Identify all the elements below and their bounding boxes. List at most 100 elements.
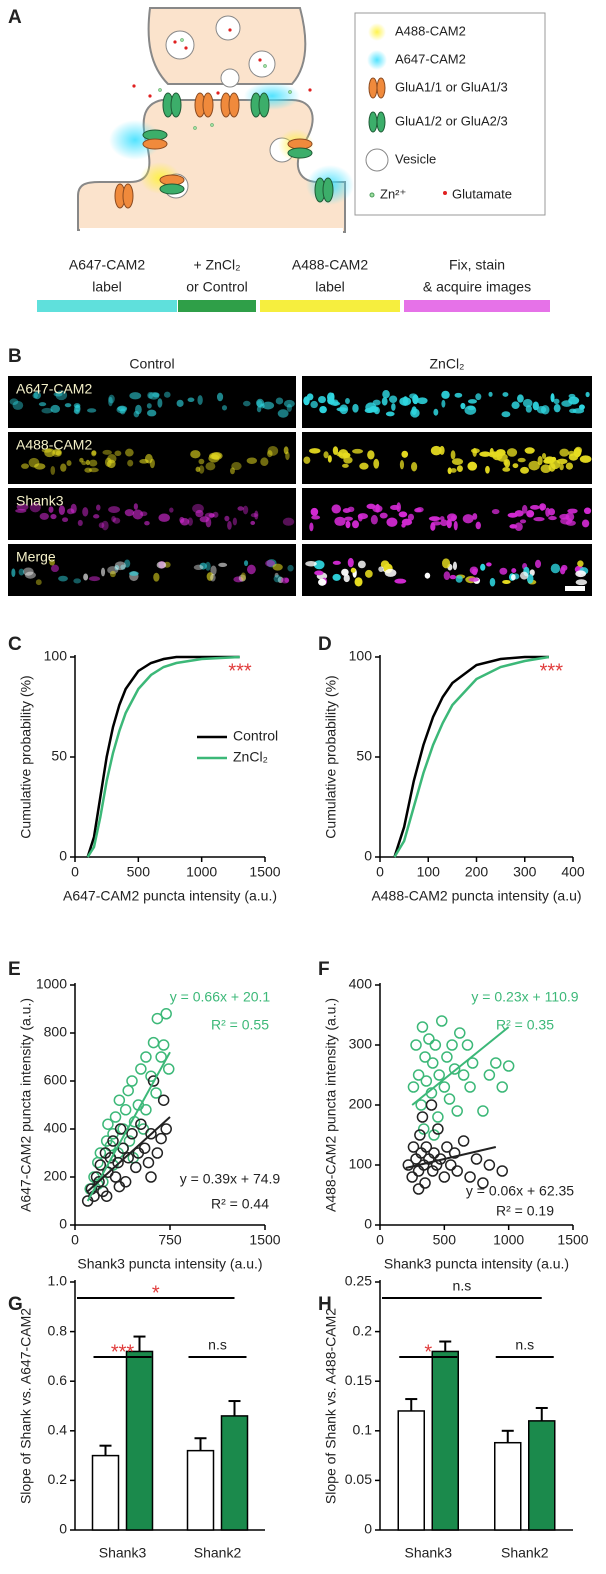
puncta [273, 574, 282, 583]
legend-icon [376, 111, 386, 133]
puncta [79, 457, 84, 463]
puncta [91, 450, 97, 457]
scatter-point [412, 1183, 425, 1195]
puncta [575, 579, 588, 586]
scatter-point [420, 1141, 433, 1153]
scatter-point [113, 1094, 126, 1106]
y-tick-label: 0.15 [345, 1372, 372, 1388]
puncta [475, 393, 482, 401]
glutamate-dots [132, 28, 312, 98]
puncta [401, 450, 409, 458]
puncta [468, 577, 479, 582]
puncta [309, 448, 321, 454]
puncta [499, 567, 508, 575]
puncta [303, 456, 311, 464]
puncta [453, 520, 458, 531]
puncta [411, 406, 417, 416]
x-tick-label: Shank3 [99, 1545, 147, 1561]
puncta [389, 395, 398, 403]
puncta [367, 450, 375, 460]
puncta [262, 401, 275, 410]
glutamate [148, 94, 152, 98]
puncta [140, 511, 148, 517]
puncta [559, 448, 570, 457]
x-axis-label: Shank3 puncta intensity (a.u.) [77, 1256, 262, 1272]
cdf-line [86, 655, 240, 858]
panel-label: F [318, 959, 330, 980]
puncta [416, 506, 424, 513]
puncta [230, 467, 235, 475]
a647-glow [109, 120, 161, 160]
puncta [210, 573, 216, 582]
puncta [179, 516, 185, 523]
puncta [187, 517, 193, 526]
annotation: y = 0.66x + 20.1 [170, 989, 271, 1005]
puncta [274, 572, 279, 578]
puncta [66, 508, 75, 515]
x-tick-label: 750 [158, 1232, 182, 1248]
scatter-point [94, 1147, 107, 1159]
timeline-label: Fix, stain [449, 257, 505, 273]
puncta [491, 508, 500, 515]
glutamate [308, 88, 312, 92]
puncta [98, 522, 105, 529]
y-tick-label: 0.05 [345, 1471, 372, 1487]
puncta [372, 505, 383, 513]
puncta [218, 562, 228, 568]
puncta [250, 520, 256, 526]
scatter-point [483, 1159, 496, 1171]
puncta [58, 575, 68, 582]
puncta [428, 516, 441, 522]
puncta [100, 567, 106, 577]
puncta [485, 465, 490, 474]
puncta [385, 411, 395, 417]
panel-label: B [8, 346, 22, 367]
puncta [82, 507, 89, 517]
bar [431, 1350, 459, 1531]
puncta [193, 564, 204, 570]
puncta [104, 457, 112, 467]
puncta [486, 562, 492, 567]
puncta [124, 509, 135, 517]
scatter-point [402, 1159, 415, 1171]
vesicle [248, 50, 276, 78]
puncta [369, 406, 379, 413]
puncta [310, 400, 318, 409]
y-tick-label: 1000 [36, 976, 67, 992]
x-tick-label: 1500 [249, 864, 280, 880]
scatter-point [448, 1147, 461, 1159]
x-axis-label: A488-CAM2 puncta intensity (a.u) [371, 888, 581, 904]
puncta [283, 446, 289, 455]
scatter-point [140, 1104, 152, 1116]
scatter-point [438, 1171, 451, 1183]
puncta [144, 520, 150, 526]
puncta [424, 572, 431, 579]
significance-label: * [152, 1282, 160, 1304]
puncta [332, 560, 341, 565]
puncta [18, 568, 25, 576]
puncta [548, 516, 557, 521]
puncta [479, 451, 491, 457]
puncta [545, 507, 551, 517]
puncta [350, 567, 356, 573]
y-tick-label: 100 [44, 648, 68, 664]
row-label: A647-CAM2 [16, 381, 92, 397]
receptor-orange [202, 92, 214, 118]
scatter-point [122, 1152, 134, 1164]
puncta [287, 564, 294, 572]
puncta [34, 463, 46, 470]
puncta [450, 468, 457, 473]
puncta [197, 395, 203, 405]
puncta [50, 404, 61, 413]
annotation: y = 0.06x + 62.35 [466, 1183, 574, 1199]
puncta [451, 458, 464, 466]
puncta [401, 518, 413, 526]
puncta [578, 404, 585, 410]
puncta [506, 448, 518, 457]
y-axis-label: Cumulative probability (%) [18, 675, 34, 838]
scatter-point [483, 1069, 496, 1081]
puncta [125, 448, 134, 457]
y-tick-label: 100 [349, 1156, 373, 1172]
puncta [553, 403, 561, 413]
